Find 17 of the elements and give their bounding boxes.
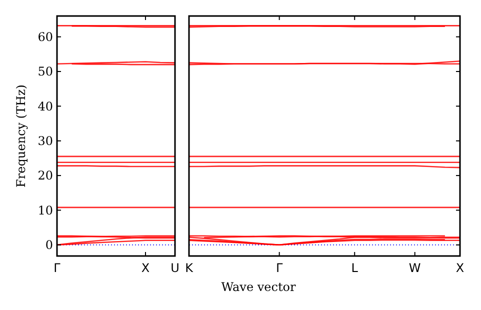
x-tick-label: L bbox=[351, 261, 358, 275]
x-tick-label: X bbox=[141, 261, 150, 275]
x-tick-label: W bbox=[408, 261, 421, 275]
x-axis-title: Wave vector bbox=[221, 280, 296, 294]
x-tick-label: K bbox=[185, 261, 194, 275]
y-tick-label: 0 bbox=[45, 238, 53, 252]
y-tick-label: 10 bbox=[38, 203, 53, 218]
y-tick-label: 40 bbox=[38, 99, 53, 114]
x-tick-label: X bbox=[456, 261, 464, 275]
y-tick-label: 50 bbox=[38, 64, 53, 79]
x-tick-label: U bbox=[170, 261, 180, 275]
x-tick-label: Γ bbox=[276, 261, 283, 275]
y-tick-label: 30 bbox=[38, 134, 53, 148]
y-axis-title: Frequency (THz) bbox=[14, 84, 28, 188]
x-tick-label: Γ bbox=[54, 261, 61, 275]
y-tick-label: 60 bbox=[38, 30, 53, 44]
y-tick-label: 20 bbox=[38, 168, 53, 183]
